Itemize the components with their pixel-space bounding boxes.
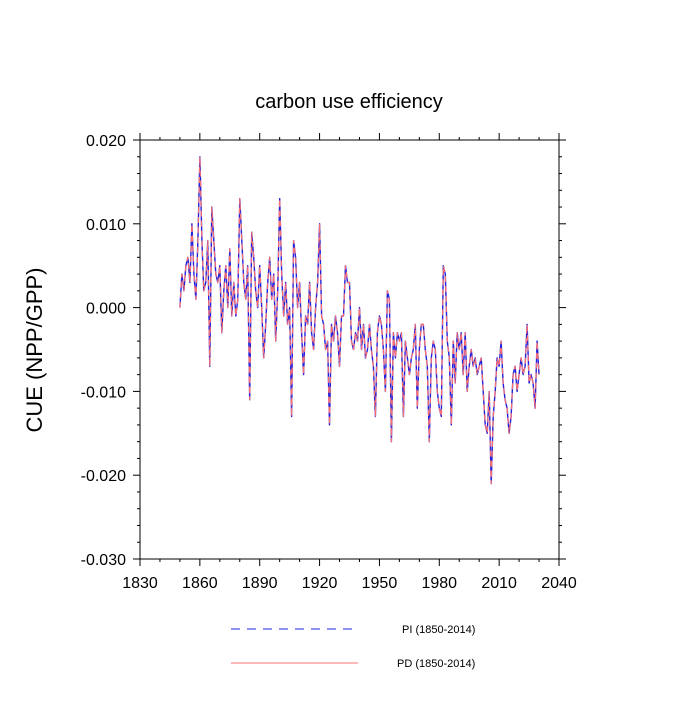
y-tick-label: -0.030 bbox=[81, 552, 126, 569]
y-axis-label: CUE (NPP/GPP) bbox=[22, 267, 47, 432]
x-tick-label: 1950 bbox=[362, 575, 398, 592]
legend-label-pd: PD (1850-2014) bbox=[397, 658, 475, 670]
y-tick-label: -0.020 bbox=[81, 468, 126, 485]
y-tick-label: 0.000 bbox=[86, 301, 126, 318]
x-tick-label: 1890 bbox=[242, 575, 278, 592]
x-tick-label: 1860 bbox=[182, 575, 218, 592]
series-line-pd bbox=[179, 156, 540, 485]
series-lines bbox=[179, 156, 540, 485]
legend: PI (1850-2014) PD (1850-2014) bbox=[231, 624, 475, 670]
x-tick-label: 1920 bbox=[302, 575, 338, 592]
x-tick-label: 1980 bbox=[421, 575, 457, 592]
x-tick-label: 1830 bbox=[122, 575, 158, 592]
y-tick-label: -0.010 bbox=[81, 384, 126, 401]
x-tick-label: 2010 bbox=[481, 575, 517, 592]
legend-label-pi: PI (1850-2014) bbox=[402, 624, 475, 636]
x-tick-label: 2040 bbox=[541, 575, 577, 592]
plot-frame bbox=[139, 139, 560, 560]
axis-tick-labels: 1830 1860 1890 1920 1950 1980 2010 2040 -0.030 -0… bbox=[81, 133, 577, 592]
chart-title: carbon use efficiency bbox=[255, 91, 443, 113]
y-tick-label: 0.020 bbox=[86, 133, 126, 150]
y-tick-label: 0.010 bbox=[86, 217, 126, 234]
